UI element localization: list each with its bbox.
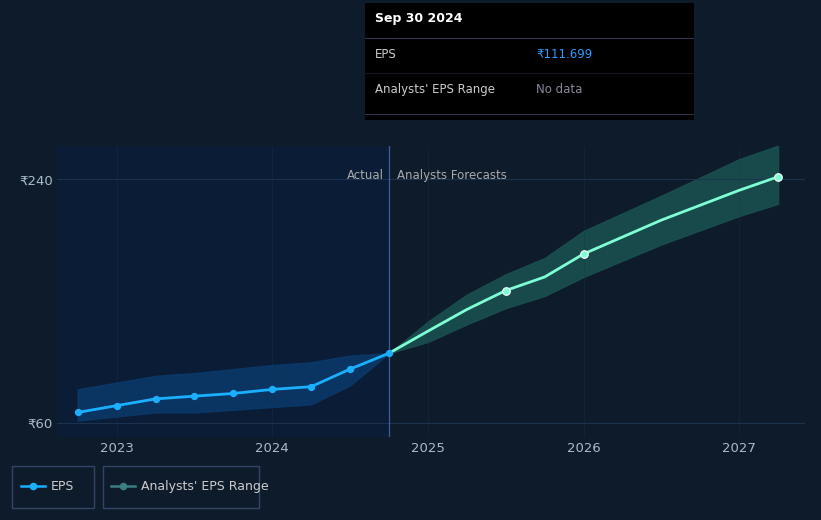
Point — [71, 408, 85, 417]
Text: Actual: Actual — [347, 168, 384, 181]
Point — [26, 482, 39, 490]
FancyBboxPatch shape — [103, 466, 259, 508]
Text: No data: No data — [536, 83, 582, 96]
Point — [266, 385, 279, 394]
Text: Analysts' EPS Range: Analysts' EPS Range — [375, 83, 495, 96]
FancyBboxPatch shape — [12, 466, 94, 508]
Point — [383, 349, 396, 357]
Point — [227, 389, 240, 398]
Point — [110, 401, 123, 410]
Point — [117, 482, 130, 490]
Point — [577, 250, 590, 258]
Point — [149, 395, 162, 403]
Text: ₹111.699: ₹111.699 — [536, 47, 593, 60]
Text: Sep 30 2024: Sep 30 2024 — [375, 12, 463, 25]
Text: Analysts' EPS Range: Analysts' EPS Range — [141, 479, 268, 493]
Text: EPS: EPS — [375, 47, 397, 60]
Text: EPS: EPS — [51, 479, 74, 493]
Text: Analysts Forecasts: Analysts Forecasts — [397, 168, 507, 181]
Bar — [57, 146, 389, 437]
Point — [772, 173, 785, 181]
Point — [499, 287, 512, 295]
Point — [305, 383, 318, 391]
Point — [343, 365, 356, 373]
Point — [188, 392, 201, 400]
